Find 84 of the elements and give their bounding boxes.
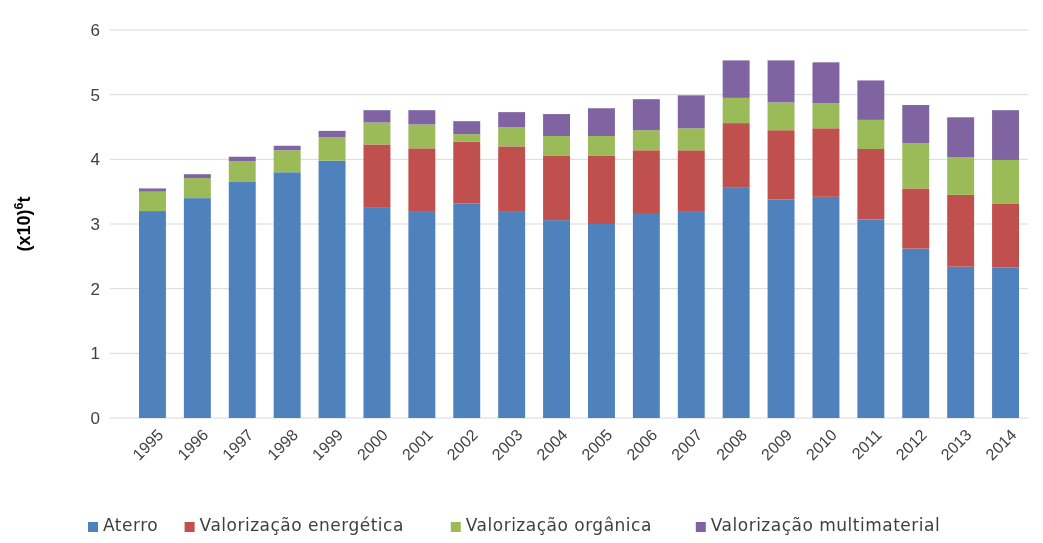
bar	[632, 150, 660, 214]
bar	[767, 199, 795, 418]
bar	[498, 127, 526, 147]
bar	[632, 99, 660, 131]
bar	[722, 97, 750, 124]
bar	[363, 110, 391, 123]
legend-label: Valorização energética	[199, 515, 404, 535]
bar	[408, 148, 436, 212]
bar	[183, 178, 211, 199]
y-tick-label: 2	[90, 279, 100, 299]
bar	[543, 220, 571, 418]
bar	[947, 117, 975, 158]
bar	[587, 108, 615, 137]
bar	[857, 148, 885, 220]
bar	[453, 134, 481, 142]
bar	[273, 172, 301, 418]
legend-label: Aterro	[103, 515, 159, 535]
bar	[587, 136, 615, 156]
bar	[408, 110, 436, 125]
bar	[318, 137, 346, 161]
bar	[408, 124, 436, 149]
bar	[453, 203, 481, 418]
bar	[857, 80, 885, 120]
bar	[857, 219, 885, 418]
bar	[228, 161, 256, 182]
bar	[363, 207, 391, 418]
legend-label: Valorização orgânica	[465, 515, 652, 535]
bar	[812, 103, 840, 129]
bar	[992, 203, 1020, 268]
bar	[677, 150, 705, 212]
bar	[767, 130, 795, 200]
y-tick-label: 3	[90, 214, 100, 234]
y-tick-label: 4	[90, 150, 100, 170]
bar	[947, 194, 975, 267]
bar	[812, 62, 840, 104]
bar	[902, 143, 930, 189]
bar	[363, 144, 391, 208]
y-tick-label: 1	[90, 344, 100, 364]
bar	[318, 130, 346, 138]
bar	[138, 191, 166, 212]
bar	[543, 136, 571, 156]
bar	[138, 188, 166, 192]
bar	[273, 150, 301, 173]
y-tick-label: 0	[90, 408, 100, 428]
bar	[722, 60, 750, 98]
bar	[587, 224, 615, 418]
y-tick-label: 6	[90, 20, 100, 40]
bar	[902, 188, 930, 249]
bar	[632, 213, 660, 418]
bar	[947, 157, 975, 195]
bar	[363, 122, 391, 145]
bar	[767, 102, 795, 131]
bar	[677, 128, 705, 151]
bar	[498, 211, 526, 418]
bar	[812, 196, 840, 418]
bar	[677, 95, 705, 129]
bar	[947, 266, 975, 418]
bar	[722, 187, 750, 418]
legend-label: Valorização multimaterial	[710, 515, 941, 535]
bar	[902, 105, 930, 144]
bar	[453, 141, 481, 204]
bar	[857, 119, 885, 149]
bar	[408, 211, 436, 418]
bar	[767, 60, 795, 103]
bar	[632, 130, 660, 151]
bar	[992, 110, 1020, 160]
bar	[812, 128, 840, 197]
bar	[902, 248, 930, 418]
bar	[677, 211, 705, 418]
bar	[138, 211, 166, 418]
bar	[543, 114, 571, 137]
bar	[722, 123, 750, 188]
bar	[228, 181, 256, 418]
bar	[543, 155, 571, 221]
bar	[498, 146, 526, 212]
bar	[992, 159, 1020, 204]
bar	[587, 155, 615, 224]
y-tick-label: 5	[90, 85, 100, 105]
bar	[453, 121, 481, 135]
bar	[183, 174, 211, 179]
bar	[992, 267, 1020, 418]
bar	[498, 112, 526, 127]
bar	[318, 160, 346, 418]
bar	[183, 198, 211, 418]
